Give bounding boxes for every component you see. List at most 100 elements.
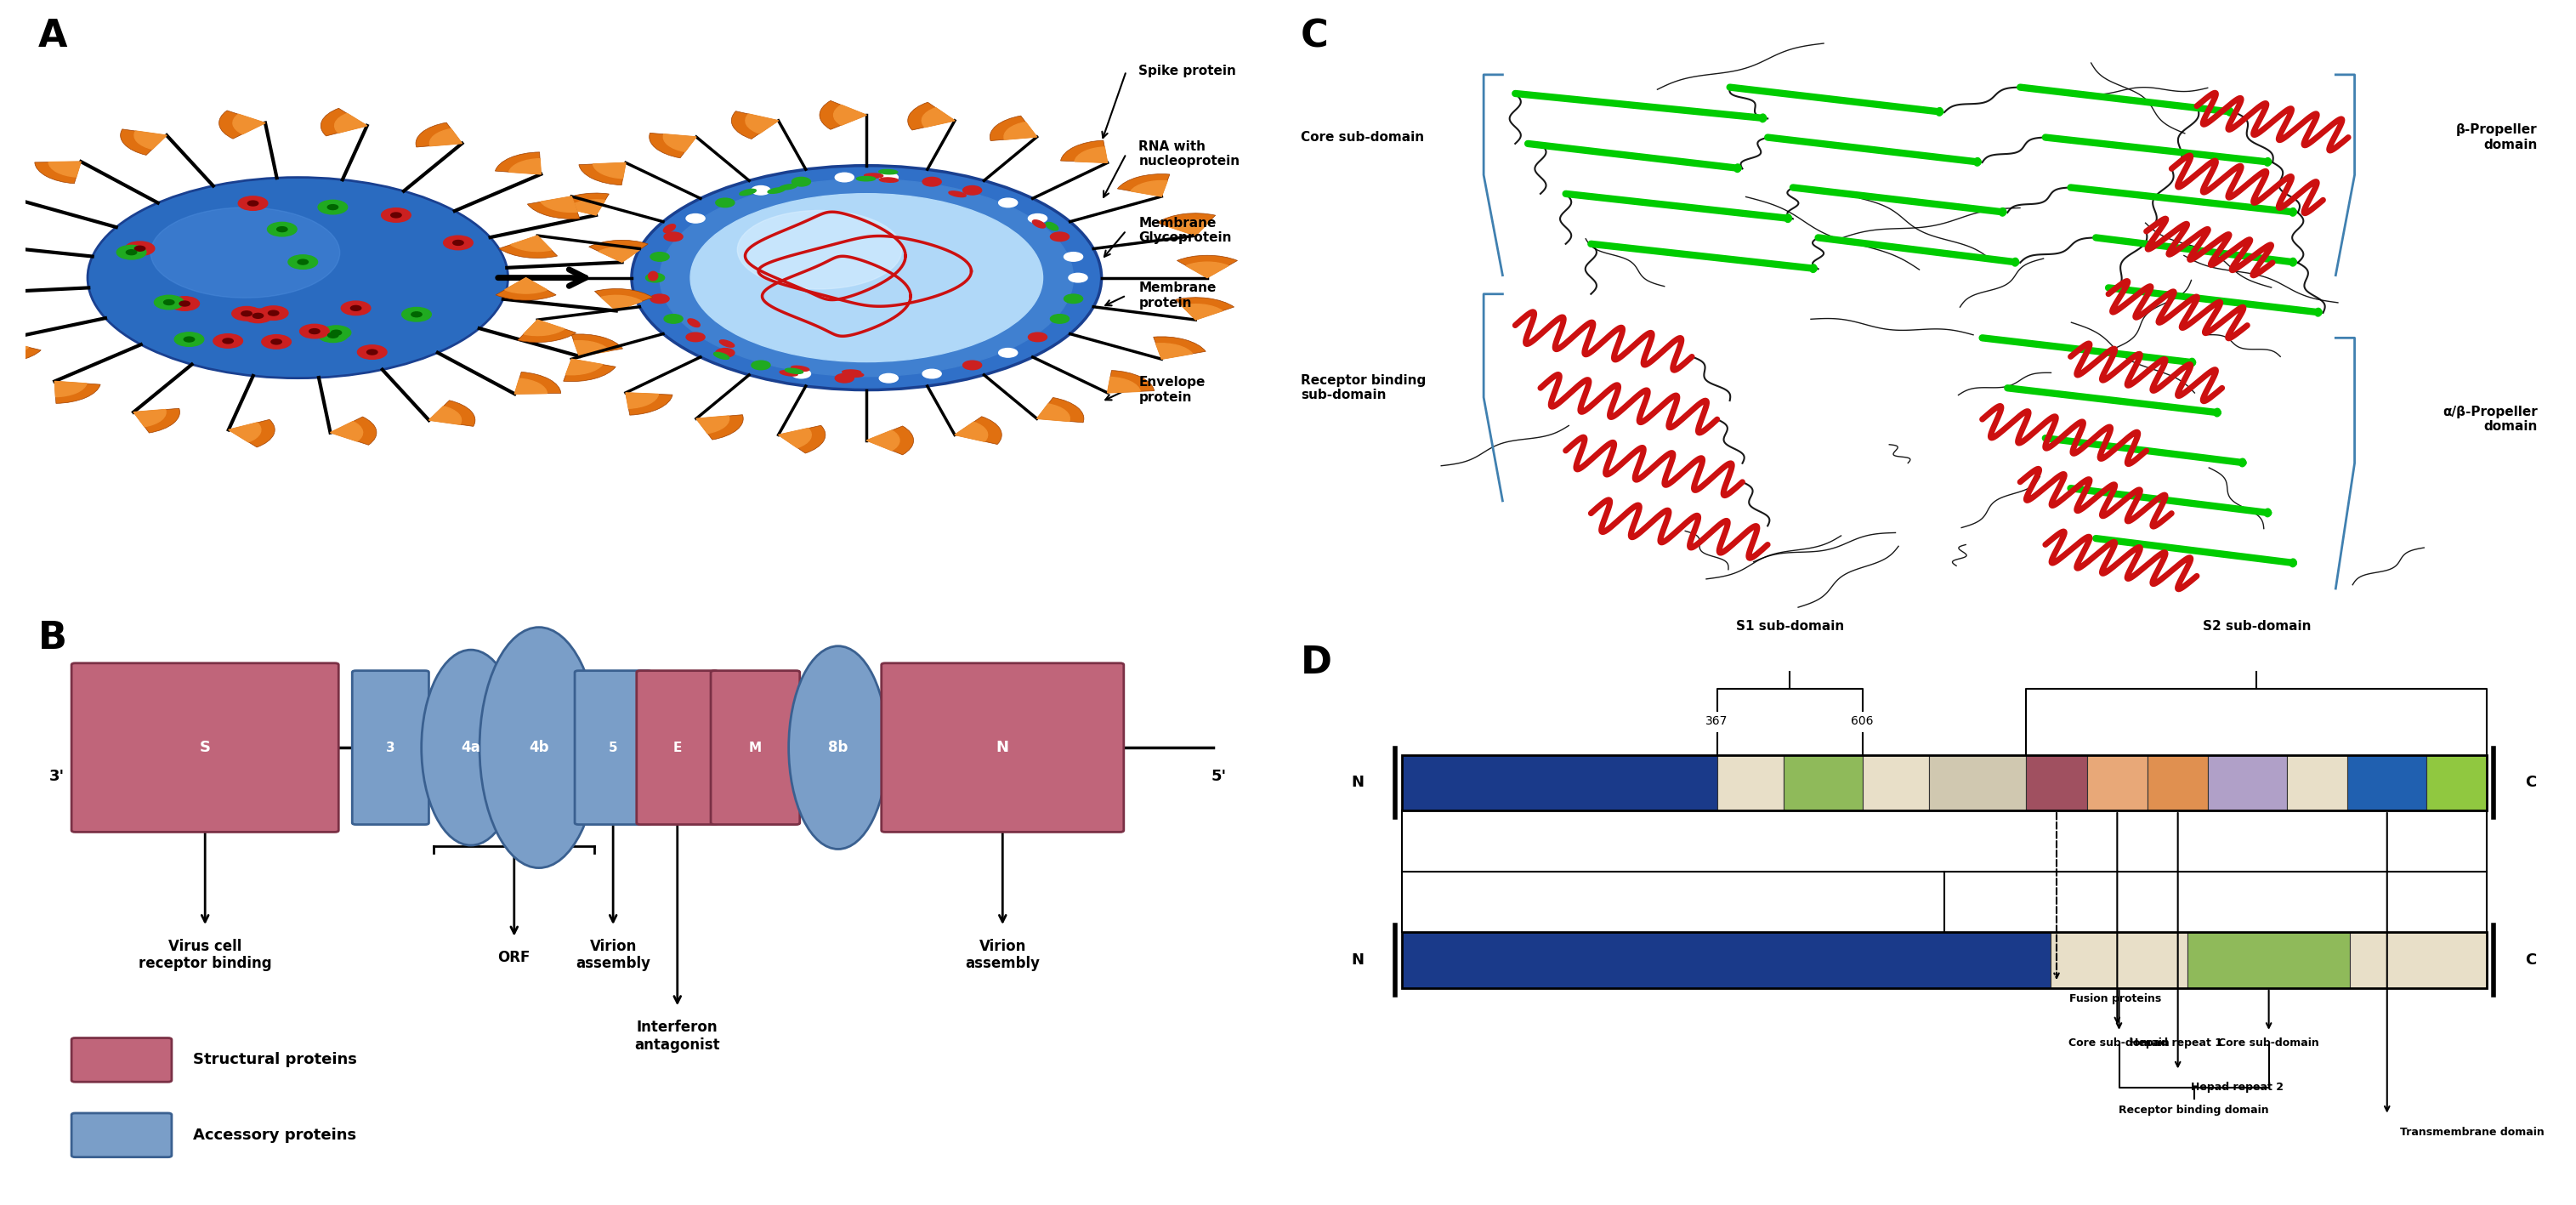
Wedge shape [1074,147,1108,163]
Bar [1401,933,2488,988]
Circle shape [317,200,348,214]
Text: S1 sub-domain: S1 sub-domain [1736,621,1844,633]
Text: M: M [750,741,762,754]
Ellipse shape [768,188,786,193]
Ellipse shape [688,319,701,327]
Circle shape [1051,233,1069,241]
Circle shape [222,339,234,343]
Wedge shape [696,415,744,440]
Circle shape [330,330,343,335]
Text: Membrane
Glycoprotein: Membrane Glycoprotein [1139,217,1231,245]
Wedge shape [505,278,546,294]
Bar [2208,756,2287,811]
Text: N: N [1350,952,1363,968]
Wedge shape [33,161,80,183]
Circle shape [358,345,386,359]
Circle shape [453,240,464,246]
Text: Virion
assembly: Virion assembly [966,939,1041,971]
FancyBboxPatch shape [574,671,652,824]
Text: Spike protein: Spike protein [1139,65,1236,77]
Circle shape [1028,333,1046,341]
Ellipse shape [422,649,520,846]
Circle shape [309,329,319,334]
Bar [2027,756,2087,811]
Ellipse shape [1033,221,1046,228]
Ellipse shape [714,352,729,359]
Circle shape [327,205,337,210]
Circle shape [649,294,670,304]
Ellipse shape [858,176,876,181]
Circle shape [412,312,422,317]
Circle shape [649,252,670,261]
Wedge shape [1131,181,1167,196]
Ellipse shape [479,628,598,868]
Wedge shape [528,196,580,219]
Text: 367: 367 [1705,716,1728,728]
Wedge shape [430,129,461,146]
Circle shape [263,335,291,348]
Circle shape [258,306,289,321]
Wedge shape [49,161,80,177]
Wedge shape [1108,377,1141,393]
Wedge shape [134,408,180,433]
Wedge shape [778,425,824,453]
Circle shape [252,313,263,318]
Text: Interferon
antagonist: Interferon antagonist [634,1019,721,1052]
Circle shape [1064,294,1082,304]
Text: Fusion proteins: Fusion proteins [2069,993,2161,1005]
Ellipse shape [1046,222,1059,230]
Circle shape [752,360,770,370]
Wedge shape [567,200,605,216]
Circle shape [922,177,940,187]
Text: Envelope
protein: Envelope protein [1139,376,1206,404]
Wedge shape [866,430,899,451]
Circle shape [963,186,981,195]
Text: Accessory proteins: Accessory proteins [193,1128,355,1142]
Ellipse shape [791,366,809,371]
Wedge shape [1177,255,1236,278]
Text: Virion
assembly: Virion assembly [574,939,652,971]
Wedge shape [819,101,866,129]
Bar [2427,756,2486,811]
Wedge shape [732,111,778,139]
Circle shape [878,172,899,182]
Wedge shape [541,196,577,212]
Circle shape [268,222,296,236]
Wedge shape [0,340,41,363]
Circle shape [685,214,706,223]
Circle shape [392,212,402,218]
Circle shape [319,328,348,342]
Circle shape [999,199,1018,207]
Text: 8b: 8b [829,740,848,756]
Wedge shape [0,199,21,214]
Wedge shape [0,199,23,222]
Wedge shape [626,393,659,408]
Wedge shape [54,381,100,404]
Circle shape [183,337,193,342]
Wedge shape [626,393,672,416]
Wedge shape [564,359,616,382]
Bar [2187,933,2349,988]
Wedge shape [835,105,866,125]
Wedge shape [1118,174,1170,196]
Wedge shape [523,319,564,335]
Circle shape [126,241,155,255]
Wedge shape [1175,298,1234,319]
Circle shape [327,333,337,337]
Wedge shape [1185,261,1229,278]
Circle shape [922,369,940,378]
Text: C: C [1301,18,1329,55]
Bar [2347,756,2427,811]
Ellipse shape [719,340,734,347]
Circle shape [443,236,474,249]
Wedge shape [956,422,987,441]
Bar [1862,756,1929,811]
Bar [2148,756,2208,811]
Circle shape [647,274,665,282]
Text: 3: 3 [386,741,394,754]
Ellipse shape [739,189,757,195]
Text: N: N [1350,775,1363,790]
Wedge shape [598,247,641,263]
Circle shape [665,315,683,323]
Ellipse shape [788,646,889,850]
